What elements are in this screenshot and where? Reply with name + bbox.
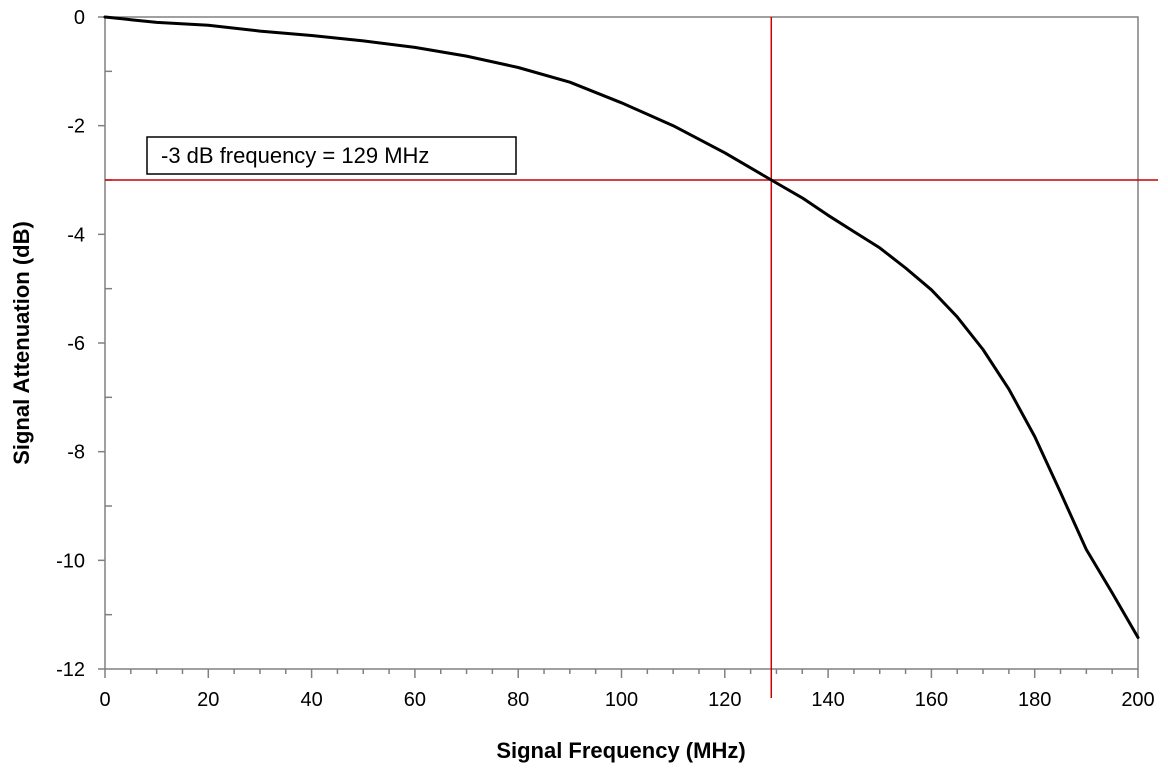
x-tick-label: 80 [507,689,529,711]
x-tick-label: 40 [300,689,322,711]
plot-area [104,16,1139,670]
annotation-text: -3 dB frequency = 129 MHz [161,143,429,168]
series-group [103,15,1140,639]
y-axis: 0 -2 -4 -6 -8 -10 -12 [56,7,112,681]
y-tick-label: -2 [67,116,85,138]
x-tick-label: 120 [708,689,741,711]
y-axis-title: Signal Attenuation (dB) [9,221,34,465]
x-tick-label: 160 [915,689,948,711]
x-tick-label: 60 [404,689,426,711]
series-line [103,15,1140,639]
x-tick-label: 200 [1121,689,1154,711]
x-tick-label: 100 [605,689,638,711]
y-tick-label: -6 [67,333,85,355]
x-tick-label: 0 [99,689,110,711]
reference-lines [105,17,1158,698]
y-tick-label: -8 [67,442,85,464]
y-tick-label: -4 [67,224,85,246]
y-tick-label: -12 [56,659,85,681]
x-tick-label: 140 [811,689,844,711]
y-tick-label: 0 [74,7,85,29]
x-tick-label: 180 [1018,689,1051,711]
annotation-box: -3 dB frequency = 129 MHz [146,136,517,175]
x-tick-label: 20 [197,689,219,711]
x-axis: 0 20 40 60 80 100 120 140 160 180 200 [99,669,1155,711]
x-axis-title: Signal Frequency (MHz) [496,738,745,763]
annotation-frame [146,136,517,175]
y-tick-label: -10 [56,550,85,572]
